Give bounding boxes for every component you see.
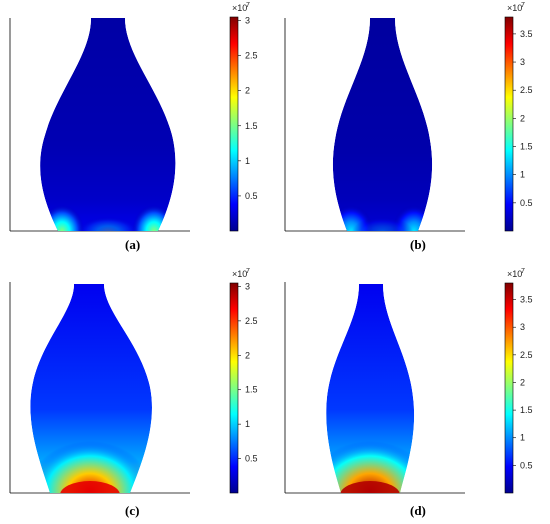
- colorbar-tick-label: 2.5: [245, 51, 258, 61]
- panel-a: 0.5 1 1.5 2 2.5 3 ×10 7 (a): [0, 0, 275, 262]
- colorbar-tick-label: 3: [520, 322, 525, 332]
- hotspot-center: [352, 217, 413, 231]
- colorbar-tick-label: 1.5: [245, 385, 258, 395]
- colorbar-exponent: 7: [521, 268, 525, 275]
- colorbar-exponent: 7: [246, 2, 250, 9]
- stress-field: [332, 18, 433, 231]
- hotspot-core: [60, 481, 120, 493]
- colorbar-tick-label: 0.5: [520, 460, 533, 470]
- colorbar-tick-label: 2: [245, 86, 250, 96]
- colorbar-tick-label: 3: [520, 57, 525, 67]
- colorbar-exponent: 7: [246, 268, 250, 275]
- stress-field: [30, 284, 152, 493]
- hotspot-core: [340, 481, 400, 493]
- domain-shape: [30, 284, 152, 493]
- colorbar-tick-label: 2: [245, 350, 250, 360]
- colorbar-multiplier: ×10: [507, 269, 522, 279]
- colorbar-tick-label: 2: [520, 113, 525, 123]
- colorbar-tick-label: 2.5: [520, 350, 533, 360]
- colorbar-multiplier: ×10: [232, 3, 247, 13]
- colorbar: [229, 282, 239, 494]
- colorbar-tick-label: 3: [245, 16, 250, 26]
- panel-d: 0.5 1 1.5 2 2.5 3 3.5 ×10 7 (d): [275, 262, 550, 524]
- colorbar-tick-label: 3.5: [520, 29, 533, 39]
- caption-a: (a): [125, 237, 141, 252]
- colorbar-tick-label: 1.5: [520, 405, 533, 415]
- colorbar-tick-label: 2.5: [245, 316, 258, 326]
- colorbar: [504, 16, 514, 232]
- colorbar-tick-label: 1: [520, 170, 525, 180]
- colorbar-exponent: 7: [521, 2, 525, 9]
- colorbar-tick-label: 1: [245, 156, 250, 166]
- caption-d: (d): [410, 503, 426, 518]
- heatmap-c: 0.5 1 1.5 2 2.5 3 ×107: [9, 268, 258, 494]
- colorbar: [229, 16, 239, 232]
- stress-field: [40, 18, 176, 231]
- colorbar-tick-label: 1: [245, 419, 250, 429]
- domain-shape: [332, 18, 433, 231]
- colorbar-tick-label: 0.5: [245, 191, 258, 201]
- colorbar-multiplier: ×10: [232, 269, 247, 279]
- colorbar-tick-label: 3: [245, 281, 250, 291]
- colorbar-tick-label: 1.5: [520, 142, 533, 152]
- colorbar: [504, 282, 514, 494]
- caption-b: (b): [410, 237, 426, 252]
- caption-c: (c): [125, 503, 140, 518]
- colorbar-tick-label: 1: [520, 433, 525, 443]
- colorbar-tick-label: 0.5: [245, 454, 258, 464]
- colorbar-tick-label: 2: [520, 377, 525, 387]
- heatmap-d: 0.5 1 1.5 2 2.5 3 3.5 ×107: [284, 268, 533, 494]
- hotspot-center: [78, 217, 138, 231]
- colorbar-tick-label: 2.5: [520, 85, 533, 95]
- panel-b: 0.5 1 1.5 2 2.5 3 3.5 ×10 7 (b): [275, 0, 550, 262]
- colorbar-multiplier: ×10: [507, 3, 522, 13]
- panel-c: 0.5 1 1.5 2 2.5 3 ×10 7 (c): [0, 262, 275, 524]
- heatmap-a: 0.5 1 1.5 2 2.5 3 ×107: [9, 2, 258, 232]
- colorbar-tick-label: 1.5: [245, 121, 258, 131]
- stress-field: [326, 284, 415, 493]
- colorbar-tick-label: 3.5: [520, 295, 533, 305]
- domain-shape: [40, 18, 176, 231]
- heatmap-b: 0.5 1 1.5 2 2.5 3 3.5 ×107: [284, 2, 533, 232]
- domain-shape: [326, 284, 415, 493]
- colorbar-tick-label: 0.5: [520, 198, 533, 208]
